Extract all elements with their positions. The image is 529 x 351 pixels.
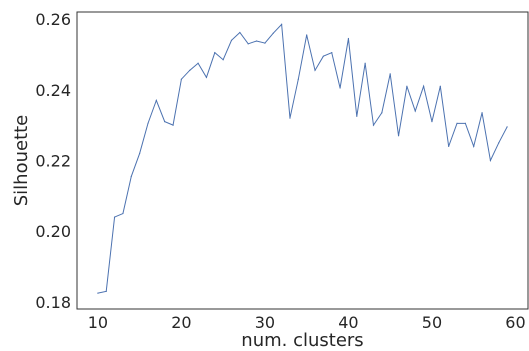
data-point [272,32,274,34]
data-point [431,121,433,123]
data-point [414,110,416,112]
y-tick-label: 0.18 [35,293,71,312]
data-point [281,23,283,25]
data-points [97,23,508,294]
y-tick-label: 0.22 [35,152,71,171]
data-point [113,216,116,218]
x-tick-label: 30 [255,313,275,332]
data-point [197,62,199,64]
data-point [406,85,408,87]
data-point [389,73,391,75]
x-tick-label: 60 [505,313,525,332]
x-tick-label: 40 [338,313,358,332]
data-point [331,52,333,54]
data-point [97,292,99,294]
data-point [247,43,249,45]
data-point [314,69,316,71]
y-tick-label: 0.24 [35,81,71,100]
data-point [306,34,308,36]
data-point [356,115,358,117]
x-axis-label: num. clusters [241,330,363,351]
data-point [130,175,132,178]
data-point [222,59,224,61]
y-tick-label: 0.26 [35,10,71,29]
data-point [105,290,107,292]
y-axis-label: Silhouette [11,115,32,207]
data-point [347,37,350,40]
data-point [289,117,291,119]
data-point [464,122,466,124]
data-point [473,145,475,147]
data-point [489,159,492,162]
data-point [297,78,299,80]
x-tick-label: 50 [422,313,442,332]
data-point [481,112,483,114]
data-point [255,40,258,42]
data-point [322,55,324,57]
plot-area [76,11,529,310]
data-point [448,145,450,147]
data-point [239,31,241,34]
data-point [339,87,341,89]
x-axis-ticks: 10 20 30 40 50 60 [88,313,526,332]
data-point [456,122,458,124]
data-point [372,124,375,126]
data-point [498,142,500,144]
y-tick-label: 0.20 [35,222,71,241]
x-tick-label: 10 [88,313,108,332]
data-point [189,69,191,71]
x-tick-label: 20 [171,313,191,332]
data-point [230,39,233,41]
data-point [397,135,400,137]
silhouette-line [97,23,508,294]
data-point [264,42,266,44]
y-axis-ticks: 0.18 0.20 0.22 0.24 0.26 [35,10,71,312]
data-point [180,78,182,80]
data-point [364,62,366,64]
data-point [122,212,124,215]
data-point [205,76,208,79]
data-point [139,152,141,155]
data-point [147,122,149,124]
data-point [155,99,157,101]
data-point [214,52,216,54]
data-point [423,85,425,87]
data-point [381,112,383,114]
data-point [164,121,166,123]
data-point [172,124,174,126]
data-point [439,85,441,87]
data-point [506,126,508,128]
